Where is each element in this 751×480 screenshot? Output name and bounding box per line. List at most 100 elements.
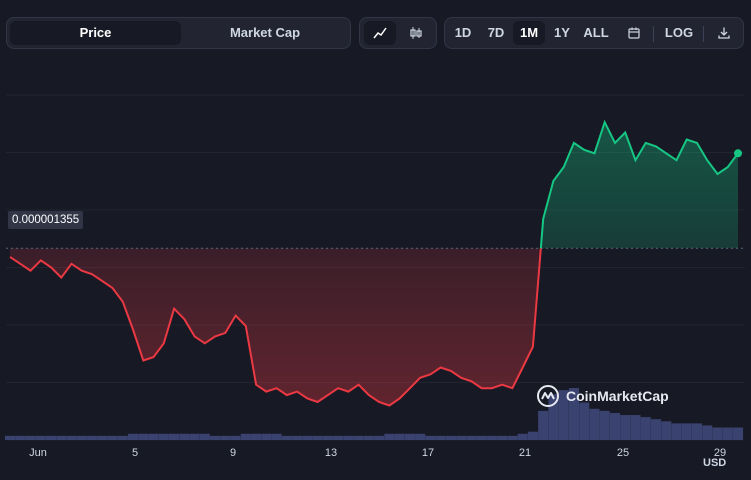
volume-bar bbox=[538, 410, 549, 440]
price-line-up bbox=[539, 119, 739, 249]
volume-bar bbox=[650, 419, 662, 440]
volume-bar bbox=[374, 435, 385, 440]
volume-bar bbox=[179, 433, 190, 440]
x-tick-label: 25 bbox=[616, 447, 630, 459]
volume-bar bbox=[86, 435, 98, 440]
volume-bar bbox=[230, 435, 241, 440]
calendar-icon bbox=[628, 27, 640, 39]
volume-bar bbox=[671, 423, 682, 440]
chart-type-toggle bbox=[359, 17, 437, 49]
volume-bar bbox=[712, 427, 723, 440]
volume-bar bbox=[189, 433, 200, 440]
download-button[interactable] bbox=[711, 21, 737, 45]
volume-bar bbox=[333, 435, 344, 440]
volume-bar bbox=[210, 435, 221, 440]
volume-bar bbox=[281, 435, 292, 440]
x-tick-label: 5 bbox=[131, 447, 139, 459]
volume-bar bbox=[681, 423, 692, 440]
volume-bar bbox=[127, 433, 139, 440]
volume-bar bbox=[199, 433, 210, 440]
time-range-selector: 1D 7D 1M 1Y ALL LOG bbox=[444, 17, 744, 49]
below-baseline-area bbox=[10, 248, 738, 406]
volume-bar bbox=[630, 415, 641, 440]
x-tick-label: Jun bbox=[29, 447, 47, 459]
volume-bar bbox=[15, 435, 26, 440]
volume-bar bbox=[558, 390, 569, 440]
volume-bar bbox=[722, 427, 733, 440]
volume-bar bbox=[661, 421, 672, 440]
volume-bar bbox=[445, 435, 456, 440]
volume-bar bbox=[76, 435, 87, 440]
last-price-dot bbox=[734, 149, 742, 158]
line-chart-icon bbox=[373, 27, 387, 39]
tab-market-cap[interactable]: Market Cap bbox=[229, 25, 301, 40]
toolbar-divider bbox=[703, 26, 704, 42]
volume-bar bbox=[579, 402, 590, 440]
volume-bar bbox=[497, 435, 508, 440]
candlestick-button[interactable] bbox=[400, 21, 432, 45]
volume-bar bbox=[609, 412, 621, 440]
tab-price[interactable]: Price bbox=[10, 21, 181, 45]
volume-bar bbox=[517, 433, 528, 440]
volume-bar bbox=[107, 435, 118, 440]
volume-bar bbox=[169, 433, 180, 440]
volume-bar bbox=[691, 423, 703, 440]
volume-bar bbox=[66, 435, 77, 440]
volume-bar bbox=[476, 435, 487, 440]
line-chart-button[interactable] bbox=[364, 21, 396, 45]
chart-toolbar: Price Market Cap 1D 7D 1M 1Y ALL bbox=[0, 0, 751, 60]
watermark-text: CoinMarketCap bbox=[566, 388, 669, 404]
volume-bar bbox=[702, 425, 713, 440]
volume-bar bbox=[456, 435, 467, 440]
volume-bar bbox=[97, 435, 108, 440]
volume-bar bbox=[56, 435, 67, 440]
volume-bar bbox=[363, 435, 374, 440]
volume-bar bbox=[138, 433, 149, 440]
x-tick-label: 29 bbox=[713, 447, 727, 459]
volume-bar bbox=[25, 435, 36, 440]
download-icon bbox=[718, 27, 730, 39]
volume-bar bbox=[435, 435, 446, 440]
volume-bar bbox=[640, 417, 651, 440]
range-1d-button[interactable]: 1D bbox=[454, 25, 472, 40]
volume-bar bbox=[599, 410, 610, 440]
volume-bar bbox=[4, 435, 16, 440]
toolbar-divider bbox=[653, 26, 654, 42]
volume-bar bbox=[589, 408, 600, 440]
volume-bars bbox=[4, 388, 744, 440]
volume-bar bbox=[35, 435, 46, 440]
volume-bar bbox=[384, 433, 395, 440]
volume-bar bbox=[343, 435, 354, 440]
candlestick-icon bbox=[410, 27, 422, 39]
above-baseline-area bbox=[540, 122, 738, 249]
date-picker-button[interactable] bbox=[621, 21, 647, 45]
range-1m-button[interactable]: 1M bbox=[513, 21, 545, 45]
range-7d-button[interactable]: 7D bbox=[487, 25, 505, 40]
volume-bar bbox=[292, 435, 303, 440]
x-tick-label: 13 bbox=[324, 447, 338, 459]
volume-bar bbox=[322, 435, 333, 440]
range-1y-button[interactable]: 1Y bbox=[554, 25, 570, 40]
range-all-button[interactable]: ALL bbox=[583, 25, 609, 40]
volume-bar bbox=[261, 433, 272, 440]
volume-bar bbox=[148, 433, 159, 440]
volume-bar bbox=[271, 433, 282, 440]
volume-bar bbox=[394, 433, 405, 440]
volume-bar bbox=[45, 435, 57, 440]
volume-bar bbox=[466, 435, 477, 440]
volume-bar bbox=[220, 435, 231, 440]
volume-bar bbox=[486, 435, 497, 440]
x-tick-label: 17 bbox=[421, 447, 435, 459]
log-scale-button[interactable]: LOG bbox=[664, 25, 694, 40]
coinmarketcap-logo-icon bbox=[537, 385, 559, 407]
volume-bar bbox=[507, 435, 518, 440]
volume-bar bbox=[158, 433, 169, 440]
volume-bar bbox=[240, 433, 251, 440]
x-tick-label: 21 bbox=[518, 447, 532, 459]
volume-bar bbox=[415, 433, 426, 440]
volume-bar bbox=[527, 431, 538, 440]
volume-bar bbox=[404, 433, 415, 440]
currency-label: USD bbox=[703, 457, 727, 469]
volume-bar bbox=[548, 394, 559, 440]
